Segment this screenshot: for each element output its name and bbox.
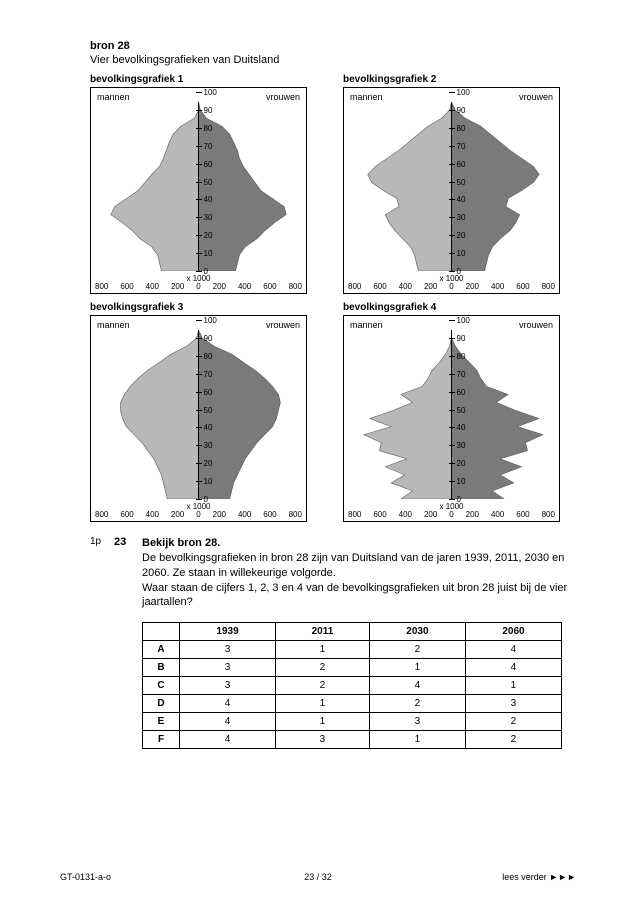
- x-axis: 8006004002000200400600800: [95, 282, 302, 291]
- row-label: E: [143, 713, 180, 731]
- table-header: [143, 623, 180, 641]
- chart-title: bevolkingsgrafiek 2: [343, 74, 576, 85]
- table-row: C3241: [143, 677, 562, 695]
- table-row: A3124: [143, 641, 562, 659]
- table-row: B3214: [143, 659, 562, 677]
- table-row: F4312: [143, 731, 562, 749]
- table-cell: 4: [465, 659, 561, 677]
- question-body: De bevolkingsgrafieken in bron 28 zijn v…: [142, 551, 576, 610]
- chart-cell: bevolkingsgrafiek 1mannenvrouwen10090807…: [90, 74, 323, 294]
- table-cell: 1: [369, 731, 465, 749]
- table-cell: 2: [465, 731, 561, 749]
- table-cell: 3: [465, 695, 561, 713]
- label-mannen: mannen: [97, 92, 130, 102]
- table-cell: 2: [465, 713, 561, 731]
- chart-title: bevolkingsgrafiek 3: [90, 302, 323, 313]
- chart-title: bevolkingsgrafiek 4: [343, 302, 576, 313]
- table-header: 2011: [276, 623, 370, 641]
- label-mannen: mannen: [350, 92, 383, 102]
- table-cell: 1: [369, 659, 465, 677]
- table-cell: 1: [276, 695, 370, 713]
- chart-title: bevolkingsgrafiek 1: [90, 74, 323, 85]
- label-vrouwen: vrouwen: [266, 92, 300, 102]
- axis-unit: x 1000: [186, 502, 210, 511]
- label-mannen: mannen: [350, 320, 383, 330]
- table-cell: 4: [180, 731, 276, 749]
- table-cell: 4: [369, 677, 465, 695]
- table-cell: 3: [276, 731, 370, 749]
- table-cell: 4: [180, 695, 276, 713]
- table-cell: 3: [369, 713, 465, 731]
- question-points: 1p: [90, 536, 114, 610]
- table-cell: 4: [180, 713, 276, 731]
- table-row: D4123: [143, 695, 562, 713]
- row-label: F: [143, 731, 180, 749]
- chart-cell: bevolkingsgrafiek 3mannenvrouwen10090807…: [90, 302, 323, 522]
- row-label: D: [143, 695, 180, 713]
- axis-unit: x 1000: [186, 274, 210, 283]
- table-row: E4132: [143, 713, 562, 731]
- question-block: 1p 23 Bekijk bron 28. De bevolkingsgrafi…: [90, 536, 576, 610]
- label-mannen: mannen: [97, 320, 130, 330]
- table-cell: 1: [276, 713, 370, 731]
- footer-right: lees verder ►►►: [502, 872, 576, 882]
- axis-unit: x 1000: [439, 274, 463, 283]
- question-lead: Bekijk bron 28.: [142, 537, 220, 549]
- footer-left: GT-0131-a-o: [60, 872, 111, 882]
- question-number: 23: [114, 536, 142, 610]
- label-vrouwen: vrouwen: [519, 92, 553, 102]
- x-axis: 8006004002000200400600800: [348, 282, 555, 291]
- row-label: B: [143, 659, 180, 677]
- source-label: bron 28: [90, 40, 576, 52]
- charts-grid: bevolkingsgrafiek 1mannenvrouwen10090807…: [90, 74, 576, 522]
- population-pyramid: mannenvrouwen100908070605040302010080060…: [90, 87, 307, 294]
- population-pyramid: mannenvrouwen100908070605040302010080060…: [343, 315, 560, 522]
- x-axis: 8006004002000200400600800: [348, 510, 555, 519]
- row-label: C: [143, 677, 180, 695]
- table-cell: 2: [369, 641, 465, 659]
- axis-unit: x 1000: [439, 502, 463, 511]
- chart-cell: bevolkingsgrafiek 4mannenvrouwen10090807…: [343, 302, 576, 522]
- table-cell: 4: [465, 641, 561, 659]
- table-cell: 2: [276, 677, 370, 695]
- question-text: Bekijk bron 28. De bevolkingsgrafieken i…: [142, 536, 576, 610]
- label-vrouwen: vrouwen: [266, 320, 300, 330]
- table-header: 2060: [465, 623, 561, 641]
- table-header: 1939: [180, 623, 276, 641]
- table-cell: 3: [180, 659, 276, 677]
- answers-table: 1939201120302060A3124B3214C3241D4123E413…: [142, 622, 562, 749]
- footer-center: 23 / 32: [304, 872, 332, 882]
- table-cell: 2: [369, 695, 465, 713]
- table-cell: 1: [465, 677, 561, 695]
- population-pyramid: mannenvrouwen100908070605040302010080060…: [90, 315, 307, 522]
- label-vrouwen: vrouwen: [519, 320, 553, 330]
- table-header: 2030: [369, 623, 465, 641]
- x-axis: 8006004002000200400600800: [95, 510, 302, 519]
- row-label: A: [143, 641, 180, 659]
- source-title: Vier bevolkingsgrafieken van Duitsland: [90, 54, 576, 66]
- table-cell: 1: [276, 641, 370, 659]
- table-cell: 3: [180, 641, 276, 659]
- table-cell: 3: [180, 677, 276, 695]
- table-cell: 2: [276, 659, 370, 677]
- page-footer: GT-0131-a-o 23 / 32 lees verder ►►►: [60, 872, 576, 882]
- population-pyramid: mannenvrouwen100908070605040302010080060…: [343, 87, 560, 294]
- chart-cell: bevolkingsgrafiek 2mannenvrouwen10090807…: [343, 74, 576, 294]
